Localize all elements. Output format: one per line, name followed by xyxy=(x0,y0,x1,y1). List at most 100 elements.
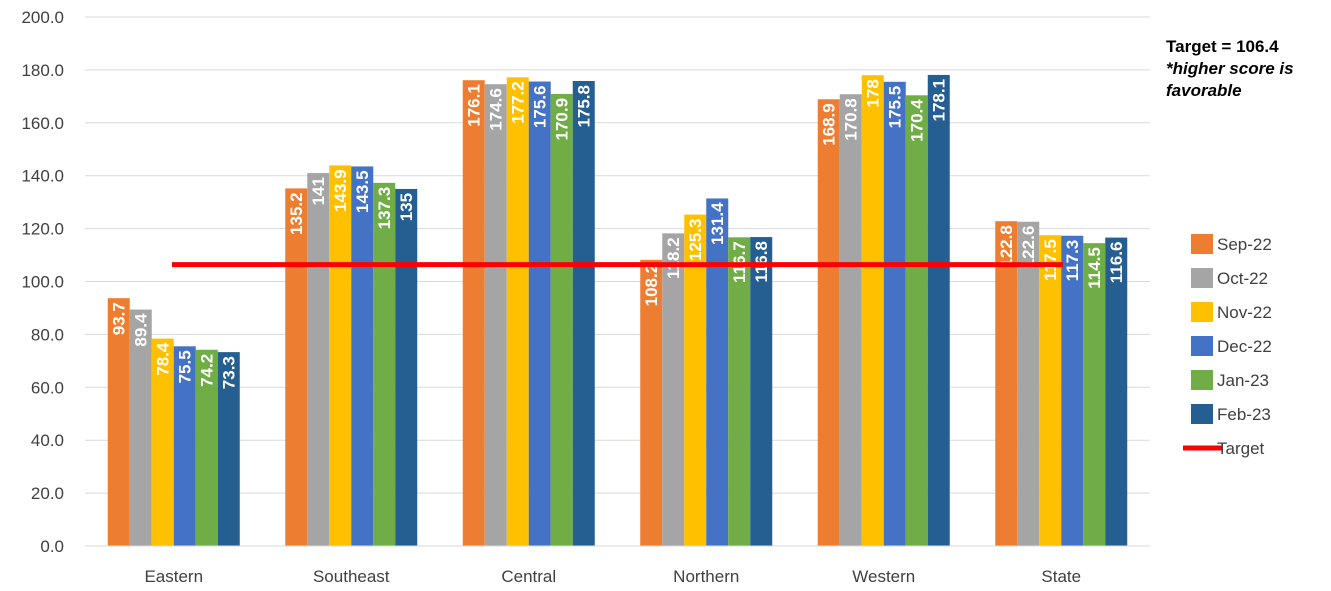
bar xyxy=(173,346,196,546)
bar-value-label: 89.4 xyxy=(132,313,151,347)
bar xyxy=(351,166,374,546)
bar xyxy=(817,99,840,547)
bar-value-label: 73.3 xyxy=(220,356,239,389)
bar-value-label: 117.3 xyxy=(1063,240,1082,282)
bar-value-label: 125.3 xyxy=(686,219,705,262)
x-tick-label: State xyxy=(1041,567,1081,586)
bar xyxy=(550,93,573,547)
bar-value-label: 170.8 xyxy=(842,98,861,141)
bar xyxy=(1083,243,1106,546)
bar-value-label: 135 xyxy=(397,193,416,221)
bar xyxy=(1061,235,1084,546)
bar-value-label: 114.5 xyxy=(1085,247,1104,289)
bar-value-label: 135.2 xyxy=(287,192,306,235)
x-tick-label: Northern xyxy=(673,567,739,586)
bar xyxy=(927,74,950,546)
bar-value-label: 178 xyxy=(864,79,883,107)
bar-value-label: 137.3 xyxy=(375,187,394,230)
y-tick-label: 200.0 xyxy=(21,8,64,27)
bar-value-label: 143.9 xyxy=(331,169,350,212)
bar-value-label: 176.1 xyxy=(465,84,484,127)
target-annotation: Target = 106.4 *higher score is favorabl… xyxy=(1166,36,1331,102)
x-tick-label: Central xyxy=(501,567,556,586)
x-tick-label: Western xyxy=(852,567,915,586)
legend-label: Sep-22 xyxy=(1217,235,1272,254)
bar-value-label: 175.5 xyxy=(886,86,905,129)
target-annotation-value: Target = 106.4 xyxy=(1166,37,1279,56)
legend-swatch xyxy=(1191,302,1213,322)
bar-value-label: 117.5 xyxy=(1041,239,1060,281)
bar xyxy=(217,352,240,546)
bar xyxy=(861,75,884,546)
bar-value-label: 74.2 xyxy=(198,354,217,387)
y-tick-label: 60.0 xyxy=(31,378,64,397)
bar xyxy=(107,298,130,546)
y-tick-label: 120.0 xyxy=(21,220,64,239)
x-tick-label: Southeast xyxy=(313,567,390,586)
legend-label: Jan-23 xyxy=(1217,371,1269,390)
bar-value-label: 141 xyxy=(309,177,328,205)
legend-swatch xyxy=(1191,404,1213,424)
bar xyxy=(572,81,595,546)
x-tick-label: Eastern xyxy=(144,567,203,586)
bar xyxy=(706,198,729,546)
bar-value-label: 116.8 xyxy=(752,241,771,283)
bar xyxy=(1105,237,1128,546)
bar-value-label: 75.5 xyxy=(176,350,195,383)
bar-value-label: 168.9 xyxy=(820,103,839,146)
bar-value-label: 122.8 xyxy=(997,225,1016,268)
bar-value-label: 93.7 xyxy=(110,302,129,335)
bar-value-label: 177.2 xyxy=(509,81,528,124)
legend-label: Nov-22 xyxy=(1217,303,1272,322)
bar xyxy=(307,173,330,546)
bar xyxy=(905,95,928,547)
legend-swatch xyxy=(1191,370,1213,390)
bar xyxy=(285,188,308,546)
bar xyxy=(995,221,1018,546)
legend-label: Oct-22 xyxy=(1217,269,1268,288)
target-annotation-note: *higher score is favorable xyxy=(1166,59,1294,100)
bar xyxy=(151,338,174,546)
y-tick-label: 100.0 xyxy=(21,273,64,292)
bar-value-label: 175.6 xyxy=(531,86,550,129)
bar xyxy=(728,237,751,547)
bar-value-label: 108.2 xyxy=(642,264,661,307)
bar xyxy=(528,81,551,547)
bar xyxy=(195,349,218,546)
bar-value-label: 170.9 xyxy=(553,98,572,141)
bar xyxy=(484,84,507,547)
bar xyxy=(684,214,707,547)
legend-swatch xyxy=(1191,336,1213,356)
bar xyxy=(506,77,529,546)
bar xyxy=(662,233,685,546)
y-tick-label: 180.0 xyxy=(21,61,64,80)
bar xyxy=(329,165,352,546)
bar xyxy=(1039,235,1062,546)
legend-swatch xyxy=(1191,268,1213,288)
legend-label: Target xyxy=(1217,439,1265,458)
bar xyxy=(373,182,396,547)
y-tick-label: 160.0 xyxy=(21,114,64,133)
bar xyxy=(129,309,152,546)
legend-swatch xyxy=(1191,234,1213,254)
bar-value-label: 170.4 xyxy=(908,99,927,142)
y-tick-label: 80.0 xyxy=(31,325,64,344)
bar xyxy=(750,237,773,546)
bar xyxy=(1017,221,1040,546)
bar xyxy=(883,81,906,547)
bar-value-label: 122.6 xyxy=(1019,226,1038,269)
bar-value-label: 131.4 xyxy=(708,202,727,245)
bar-value-label: 143.5 xyxy=(353,170,372,213)
y-tick-label: 140.0 xyxy=(21,167,64,186)
bar-value-label: 175.8 xyxy=(575,85,594,128)
bar xyxy=(839,94,862,546)
legend-label: Dec-22 xyxy=(1217,337,1272,356)
bar-value-label: 174.6 xyxy=(487,88,506,131)
y-tick-label: 20.0 xyxy=(31,484,64,503)
legend-label: Feb-23 xyxy=(1217,405,1271,424)
bar xyxy=(462,80,485,546)
bar xyxy=(640,259,663,546)
bar-value-label: 118.2 xyxy=(664,237,683,279)
